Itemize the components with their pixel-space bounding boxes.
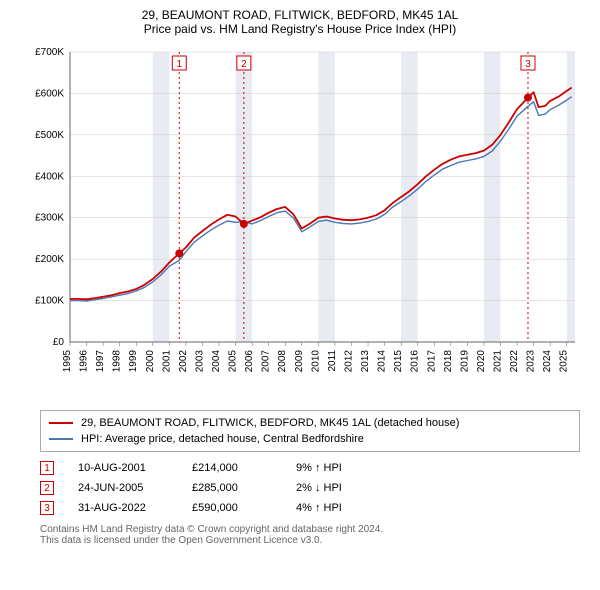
legend-label: HPI: Average price, detached house, Cent… bbox=[81, 433, 364, 445]
legend-swatch bbox=[49, 438, 73, 440]
event-date: 31-AUG-2022 bbox=[78, 502, 168, 514]
svg-text:2003: 2003 bbox=[194, 350, 205, 373]
event-marker: 3 bbox=[40, 501, 54, 515]
event-price: £214,000 bbox=[192, 462, 272, 474]
svg-text:1996: 1996 bbox=[79, 350, 90, 373]
svg-text:£100K: £100K bbox=[35, 296, 64, 307]
event-price: £285,000 bbox=[192, 482, 272, 494]
svg-text:1995: 1995 bbox=[62, 350, 73, 373]
title-block: 29, BEAUMONT ROAD, FLITWICK, BEDFORD, MK… bbox=[10, 8, 590, 36]
svg-text:1999: 1999 bbox=[128, 350, 139, 373]
svg-text:2013: 2013 bbox=[360, 350, 371, 373]
svg-text:2016: 2016 bbox=[410, 350, 421, 373]
chart-svg: £0 £100K £200K £300K £400K £500K £600K £700K 199… bbox=[20, 42, 580, 402]
svg-text:2024: 2024 bbox=[542, 350, 553, 373]
svg-text:2021: 2021 bbox=[492, 350, 503, 373]
legend-box: 29, BEAUMONT ROAD, FLITWICK, BEDFORD, MK… bbox=[40, 410, 580, 452]
svg-text:2012: 2012 bbox=[343, 350, 354, 373]
chart-container: 29, BEAUMONT ROAD, FLITWICK, BEDFORD, MK… bbox=[0, 0, 600, 554]
svg-text:2000: 2000 bbox=[145, 350, 156, 373]
svg-text:2009: 2009 bbox=[294, 350, 305, 373]
event-delta: 2% ↓ HPI bbox=[296, 482, 376, 494]
legend-swatch bbox=[49, 422, 73, 424]
svg-text:£600K: £600K bbox=[35, 88, 64, 99]
event-date: 24-JUN-2005 bbox=[78, 482, 168, 494]
svg-text:2015: 2015 bbox=[393, 350, 404, 373]
footer-line-1: Contains HM Land Registry data © Crown c… bbox=[40, 524, 580, 535]
svg-text:2008: 2008 bbox=[277, 350, 288, 373]
svg-text:£400K: £400K bbox=[35, 171, 64, 182]
svg-text:2007: 2007 bbox=[261, 350, 272, 373]
svg-text:2018: 2018 bbox=[443, 350, 454, 373]
title-line-2: Price paid vs. HM Land Registry's House … bbox=[10, 22, 590, 36]
svg-text:3: 3 bbox=[525, 59, 531, 70]
svg-text:1998: 1998 bbox=[112, 350, 123, 373]
svg-text:1: 1 bbox=[176, 59, 182, 70]
events-table: 1 10-AUG-2001 £214,000 9% ↑ HPI 2 24-JUN-2005… bbox=[40, 458, 580, 518]
footer: Contains HM Land Registry data © Crown c… bbox=[40, 524, 580, 546]
svg-text:2014: 2014 bbox=[377, 350, 388, 373]
svg-text:£300K: £300K bbox=[35, 213, 64, 224]
chart-plot-area: £0 £100K £200K £300K £400K £500K £600K £700K 199… bbox=[20, 42, 580, 402]
event-date: 10-AUG-2001 bbox=[78, 462, 168, 474]
event-row: 3 31-AUG-2022 £590,000 4% ↑ HPI bbox=[40, 498, 580, 518]
event-row: 1 10-AUG-2001 £214,000 9% ↑ HPI bbox=[40, 458, 580, 478]
svg-text:1997: 1997 bbox=[95, 350, 106, 373]
event-marker: 2 bbox=[40, 481, 54, 495]
event-marker: 1 bbox=[40, 461, 54, 475]
footer-line-2: This data is licensed under the Open Gov… bbox=[40, 535, 580, 546]
svg-text:£500K: £500K bbox=[35, 130, 64, 141]
svg-text:2025: 2025 bbox=[559, 350, 570, 373]
svg-text:2020: 2020 bbox=[476, 350, 487, 373]
legend-row: 29, BEAUMONT ROAD, FLITWICK, BEDFORD, MK… bbox=[49, 415, 571, 431]
svg-text:2005: 2005 bbox=[228, 350, 239, 373]
svg-text:2010: 2010 bbox=[310, 350, 321, 373]
svg-text:2022: 2022 bbox=[509, 350, 520, 373]
svg-text:2004: 2004 bbox=[211, 350, 222, 373]
svg-text:£200K: £200K bbox=[35, 254, 64, 265]
svg-text:2019: 2019 bbox=[459, 350, 470, 373]
legend-row: HPI: Average price, detached house, Cent… bbox=[49, 431, 571, 447]
event-price: £590,000 bbox=[192, 502, 272, 514]
event-delta: 9% ↑ HPI bbox=[296, 462, 376, 474]
event-row: 2 24-JUN-2005 £285,000 2% ↓ HPI bbox=[40, 478, 580, 498]
svg-text:£0: £0 bbox=[53, 337, 65, 348]
legend-label: 29, BEAUMONT ROAD, FLITWICK, BEDFORD, MK… bbox=[81, 417, 459, 429]
svg-text:2: 2 bbox=[241, 59, 247, 70]
title-line-1: 29, BEAUMONT ROAD, FLITWICK, BEDFORD, MK… bbox=[10, 8, 590, 22]
svg-text:2002: 2002 bbox=[178, 350, 189, 373]
svg-text:2006: 2006 bbox=[244, 350, 255, 373]
svg-text:£700K: £700K bbox=[35, 47, 64, 58]
event-delta: 4% ↑ HPI bbox=[296, 502, 376, 514]
svg-text:2023: 2023 bbox=[526, 350, 537, 373]
svg-text:2017: 2017 bbox=[426, 350, 437, 373]
svg-text:2011: 2011 bbox=[327, 350, 338, 372]
svg-text:2001: 2001 bbox=[161, 350, 172, 373]
